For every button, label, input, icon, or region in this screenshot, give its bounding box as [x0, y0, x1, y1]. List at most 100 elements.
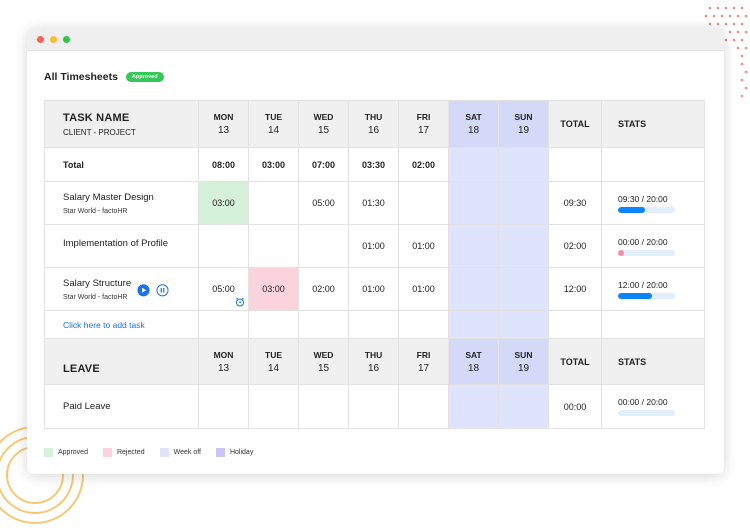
close-window-button[interactable] — [37, 35, 44, 43]
hours-cell-fri[interactable] — [398, 181, 449, 225]
pause-timer-button[interactable] — [156, 284, 169, 297]
hours-cell-mon[interactable]: 03:00 — [198, 181, 249, 225]
progress-bar-fill — [618, 292, 653, 299]
task-row[interactable]: Salary Master Design Star World - factoH… — [44, 181, 705, 225]
hours-cell-sun[interactable] — [498, 181, 549, 225]
window-titlebar — [27, 28, 724, 51]
hours-cell-tue[interactable] — [248, 224, 299, 268]
day-name: THU — [364, 112, 383, 122]
stats-cell-empty — [601, 147, 705, 182]
alarm-clock-icon — [235, 297, 245, 307]
day-number: 14 — [267, 362, 280, 374]
day-header-wed: WED 15 — [298, 338, 349, 385]
leave-heading: LEAVE — [63, 362, 100, 375]
day-name: MON — [213, 349, 234, 360]
progress-bar-fill — [618, 249, 624, 256]
hours-cell-fri[interactable]: 01:00 — [398, 267, 449, 311]
page-title: All Timesheets — [44, 71, 118, 83]
leave-cell-fri[interactable] — [398, 384, 449, 429]
leave-cell-wed[interactable] — [298, 384, 349, 429]
leave-cell-sat[interactable] — [448, 384, 499, 429]
day-number: 18 — [467, 125, 480, 136]
progress-bar — [618, 410, 675, 416]
day-name: TUE — [265, 112, 282, 122]
day-header-mon: MON 13 — [198, 100, 249, 148]
task-info[interactable]: Salary Structure Star World - factoHR — [44, 267, 199, 311]
leave-cell-sun[interactable] — [498, 384, 549, 429]
hours-cell-sat[interactable] — [448, 181, 499, 225]
day-number: 15 — [317, 125, 330, 136]
hours-cell-wed[interactable] — [298, 224, 349, 268]
leave-header: LEAVE — [44, 338, 199, 385]
task-total: 09:30 — [548, 181, 602, 225]
total-cell: 08:00 — [198, 147, 249, 182]
legend-item-holiday: Holiday — [215, 448, 253, 457]
leave-cell-mon[interactable] — [198, 384, 249, 429]
day-header-tue: TUE 14 — [248, 338, 299, 385]
hours-cell-thu[interactable]: 01:00 — [348, 224, 399, 268]
hours-cell-mon[interactable] — [198, 224, 249, 268]
hours-cell-thu[interactable]: 01:00 — [348, 267, 399, 311]
day-name: SAT — [465, 112, 482, 122]
legend-item-week-off: Week off — [159, 448, 201, 457]
leave-cell-thu[interactable] — [348, 384, 399, 429]
day-header-mon: MON 13 — [198, 338, 249, 385]
hours-cell-tue[interactable]: 03:00 — [248, 267, 299, 311]
legend-swatch — [215, 448, 225, 457]
task-name: Implementation of Profile — [63, 238, 169, 249]
hours-cell-sat[interactable] — [448, 224, 499, 268]
leave-info[interactable]: Paid Leave — [44, 384, 199, 429]
total-cell: 03:30 — [348, 147, 399, 182]
task-total: 12:00 — [548, 267, 602, 311]
leave-total-header: TOTAL — [548, 338, 602, 385]
leave-stats-header: STATS — [601, 338, 705, 385]
day-header-sun: SUN 19 — [498, 100, 549, 148]
task-row[interactable]: Salary Structure Star World - factoHR 05… — [44, 267, 705, 311]
day-name: SAT — [465, 349, 482, 360]
hours-cell-sun[interactable] — [498, 267, 549, 311]
day-name: WED — [313, 349, 334, 360]
legend-item-rejected: Rejected — [102, 448, 145, 457]
day-number: 13 — [217, 125, 230, 136]
page-header: All Timesheets Approved — [44, 71, 164, 83]
legend-swatch — [102, 448, 112, 457]
task-stats: 00:00 / 20:00 — [601, 224, 705, 268]
day-name: SUN — [514, 349, 533, 360]
stats-text: 12:00 / 20:00 — [618, 279, 668, 290]
task-row[interactable]: Implementation of Profile 01:00 01:00 02… — [44, 224, 705, 268]
add-task-row: Click here to add task — [44, 310, 705, 339]
leave-row[interactable]: Paid Leave 00:00 00:00 / 20:00 — [44, 384, 705, 429]
maximize-window-button[interactable] — [63, 35, 70, 43]
hours-cell-wed[interactable]: 05:00 — [298, 181, 349, 225]
legend-label: Rejected — [116, 449, 145, 456]
progress-bar — [618, 292, 675, 299]
hours-cell-mon[interactable]: 05:00 — [198, 267, 249, 311]
stats-text: 00:00 / 20:00 — [618, 397, 668, 407]
day-number: 14 — [267, 125, 280, 136]
hours-value: 05:00 — [212, 284, 235, 294]
play-timer-button[interactable] — [137, 284, 150, 297]
hours-cell-tue[interactable] — [248, 181, 299, 225]
hours-cell-sat[interactable] — [448, 267, 499, 311]
day-header-sat: SAT 18 — [448, 100, 499, 148]
day-header-fri: FRI 17 — [398, 100, 449, 148]
hours-cell-wed[interactable]: 02:00 — [298, 267, 349, 311]
hours-cell-fri[interactable]: 01:00 — [398, 224, 449, 268]
day-number: 13 — [217, 362, 230, 374]
day-number: 19 — [517, 362, 530, 374]
minimize-window-button[interactable] — [50, 35, 57, 43]
task-info[interactable]: Salary Master Design Star World - factoH… — [44, 181, 199, 225]
task-name: Salary Structure — [63, 277, 132, 289]
hours-cell-thu[interactable]: 01:30 — [348, 181, 399, 225]
total-cell: 02:00 — [398, 147, 449, 182]
legend: Approved Rejected Week off Holiday — [44, 448, 253, 457]
task-info[interactable]: Implementation of Profile — [44, 224, 199, 268]
add-task-link[interactable]: Click here to add task — [63, 319, 145, 330]
task-stats: 09:30 / 20:00 — [601, 181, 705, 225]
progress-bar — [618, 249, 675, 256]
leave-cell-tue[interactable] — [248, 384, 299, 429]
day-number: 16 — [367, 362, 380, 374]
app-window: All Timesheets Approved TASK NAME CLIENT… — [27, 28, 724, 474]
day-header-sun: SUN 19 — [498, 338, 549, 385]
hours-cell-sun[interactable] — [498, 224, 549, 268]
